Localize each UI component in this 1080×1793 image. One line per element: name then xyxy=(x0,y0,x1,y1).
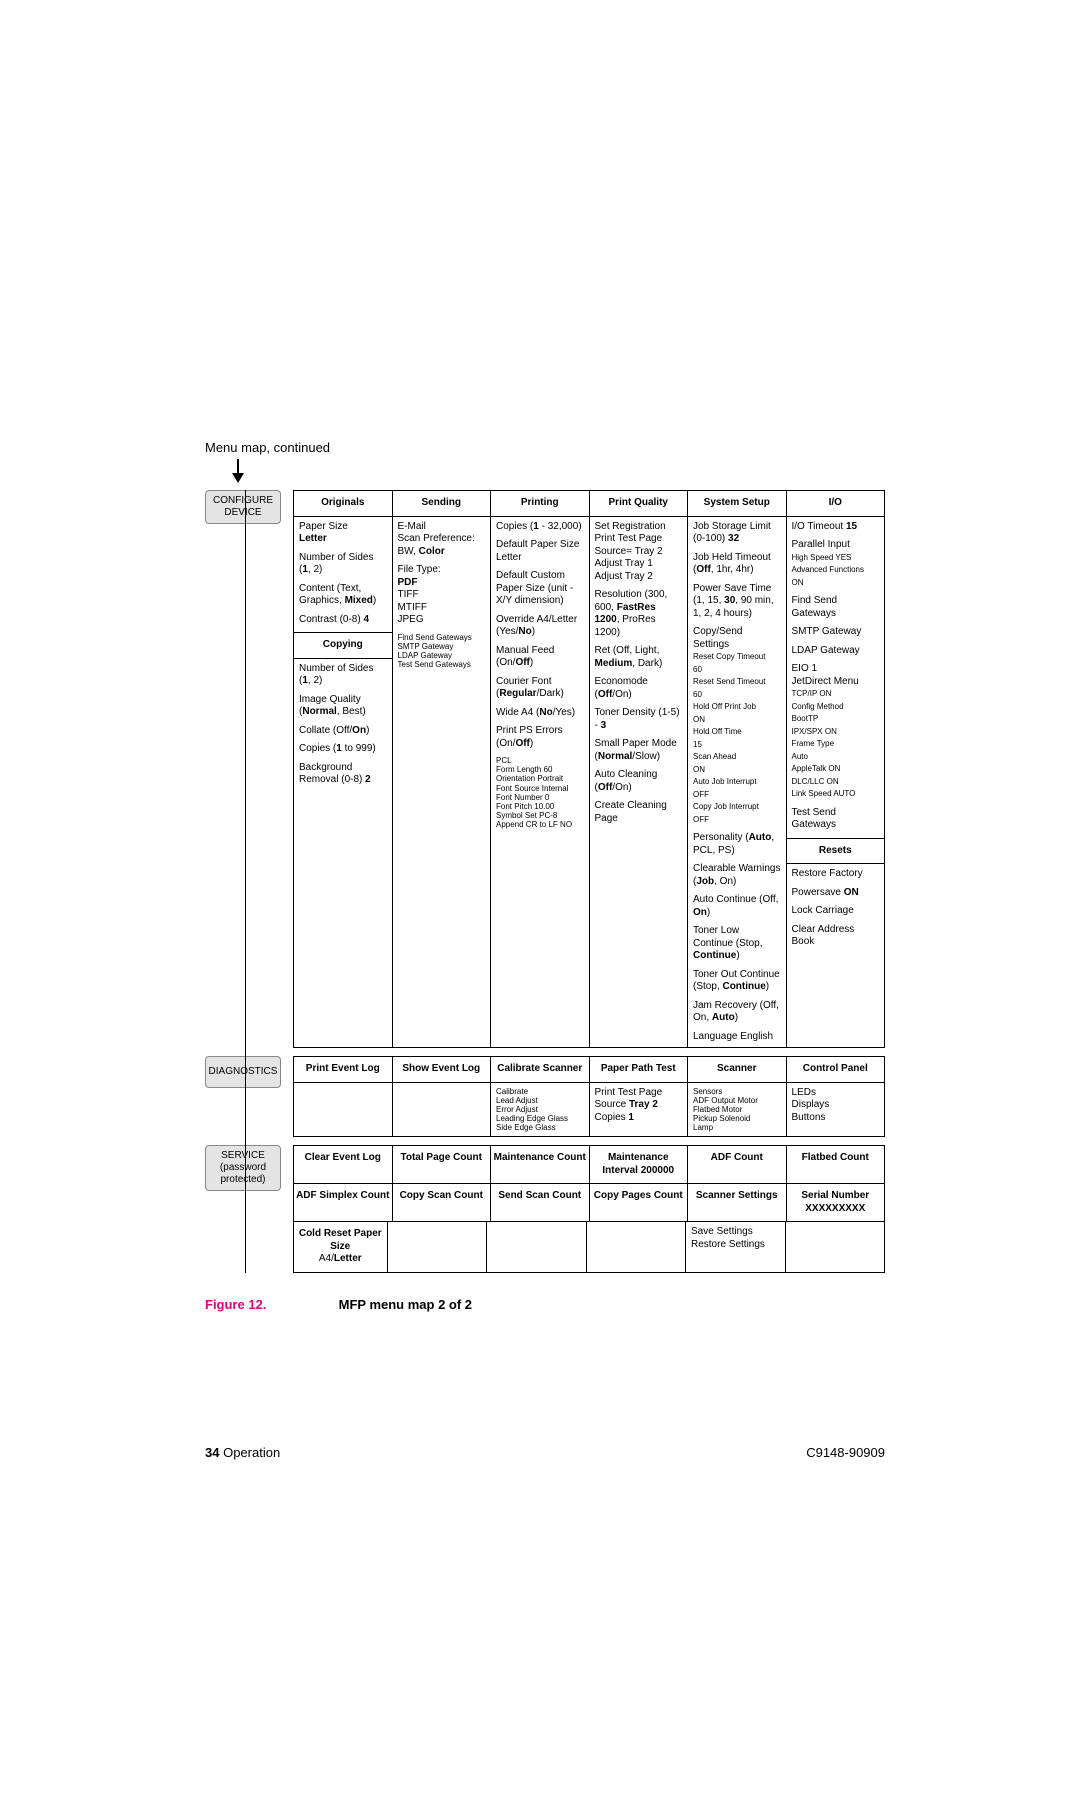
service-section: SERVICE (password protected) Clear Event… xyxy=(205,1145,885,1273)
diag-col-paper-path: Print Test Page Source Tray 2 Copies 1 xyxy=(590,1083,689,1138)
svc-r1-0: Clear Event Log xyxy=(294,1146,393,1184)
svc-r1-1: Total Page Count xyxy=(393,1146,492,1184)
figure-title: MFP menu map 2 of 2 xyxy=(339,1297,472,1312)
hdr-calibrate-scanner: Calibrate Scanner xyxy=(491,1057,590,1083)
svc-r1-4: ADF Count xyxy=(688,1146,787,1184)
hdr-print-quality: Print Quality xyxy=(590,491,689,517)
spine xyxy=(245,490,246,1273)
hdr-sending: Sending xyxy=(393,491,492,517)
page-footer: 34 Operation C9148-90909 xyxy=(205,1445,885,1460)
svc-r2-5: Serial Number XXXXXXXXX xyxy=(787,1184,886,1222)
hdr-scanner: Scanner xyxy=(688,1057,787,1083)
svc-r1-2: Maintenance Count xyxy=(491,1146,590,1184)
section-name: Operation xyxy=(223,1445,280,1460)
doc-id: C9148-90909 xyxy=(806,1445,885,1460)
continuation-arrow xyxy=(231,459,245,483)
configure-device-grid: Originals Sending Printing Print Quality… xyxy=(293,490,885,1048)
diag-col-calibrate: Calibrate Lead Adjust Error Adjust Leadi… xyxy=(491,1083,590,1138)
diagnostics-section: DIAGNOSTICS Print Event Log Show Event L… xyxy=(205,1056,885,1137)
menu-map: Menu map, continued CONFIGURE DEVICE Ori… xyxy=(205,440,885,1312)
svc-r2-1: Copy Scan Count xyxy=(393,1184,492,1222)
resets-subheader: Resets xyxy=(792,845,880,858)
col-io: I/O Timeout 15 Parallel InputHigh Speed … xyxy=(787,517,886,1049)
hdr-originals: Originals xyxy=(294,491,393,517)
configure-device-label: CONFIGURE DEVICE xyxy=(205,490,281,524)
col-originals: Paper SizeLetter Number of Sides(1, 2) C… xyxy=(294,517,393,1049)
diagnostics-grid: Print Event Log Show Event Log Calibrate… xyxy=(293,1056,885,1137)
figure-number: Figure 12. xyxy=(205,1297,335,1312)
diagnostics-label: DIAGNOSTICS xyxy=(205,1056,281,1088)
configure-device-section: CONFIGURE DEVICE Originals Sending Print… xyxy=(205,490,885,1048)
diag-col-control-panel: LEDs Displays Buttons xyxy=(787,1083,886,1138)
svc-r3-2 xyxy=(487,1222,587,1273)
service-grid: Clear Event Log Total Page Count Mainten… xyxy=(293,1145,885,1273)
copying-subheader: Copying xyxy=(299,639,387,652)
diag-col-scanner: Sensors ADF Output Motor Flatbed Motor P… xyxy=(688,1083,787,1138)
col-system-setup: Job Storage Limit (0-100) 32 Job Held Ti… xyxy=(688,517,787,1049)
hdr-control-panel: Control Panel xyxy=(787,1057,886,1083)
svc-r2-2: Send Scan Count xyxy=(491,1184,590,1222)
diag-col-0 xyxy=(294,1083,393,1138)
hdr-paper-path: Paper Path Test xyxy=(590,1057,689,1083)
hdr-io: I/O xyxy=(787,491,886,517)
svc-r3-0: Cold Reset Paper SizeA4/Letter xyxy=(294,1222,388,1273)
svc-r1-5: Flatbed Count xyxy=(787,1146,886,1184)
hdr-show-event-log: Show Event Log xyxy=(393,1057,492,1083)
diag-col-1 xyxy=(393,1083,492,1138)
svc-r2-4: Scanner Settings xyxy=(688,1184,787,1222)
col-sending: E-MailScan Preference:BW, Color File Typ… xyxy=(393,517,492,1049)
svc-r2-0: ADF Simplex Count xyxy=(294,1184,393,1222)
col-printing: Copies (1 - 32,000) Default Paper Size L… xyxy=(491,517,590,1049)
col-print-quality: Set Registration Print Test Page Source=… xyxy=(590,517,689,1049)
figure-caption: Figure 12. MFP menu map 2 of 2 xyxy=(205,1297,885,1312)
hdr-system-setup: System Setup xyxy=(688,491,787,517)
svc-r3-4: Save Settings Restore Settings xyxy=(686,1222,786,1273)
menu-map-title: Menu map, continued xyxy=(205,440,885,455)
page-number: 34 xyxy=(205,1445,219,1460)
hdr-printing: Printing xyxy=(491,491,590,517)
svc-r1-3: Maintenance Interval 200000 xyxy=(590,1146,689,1184)
hdr-print-event-log: Print Event Log xyxy=(294,1057,393,1083)
svc-r3-5 xyxy=(786,1222,886,1273)
svc-r3-1 xyxy=(388,1222,488,1273)
service-label: SERVICE (password protected) xyxy=(205,1145,281,1191)
svc-r3-3 xyxy=(587,1222,687,1273)
svc-r2-3: Copy Pages Count xyxy=(590,1184,689,1222)
